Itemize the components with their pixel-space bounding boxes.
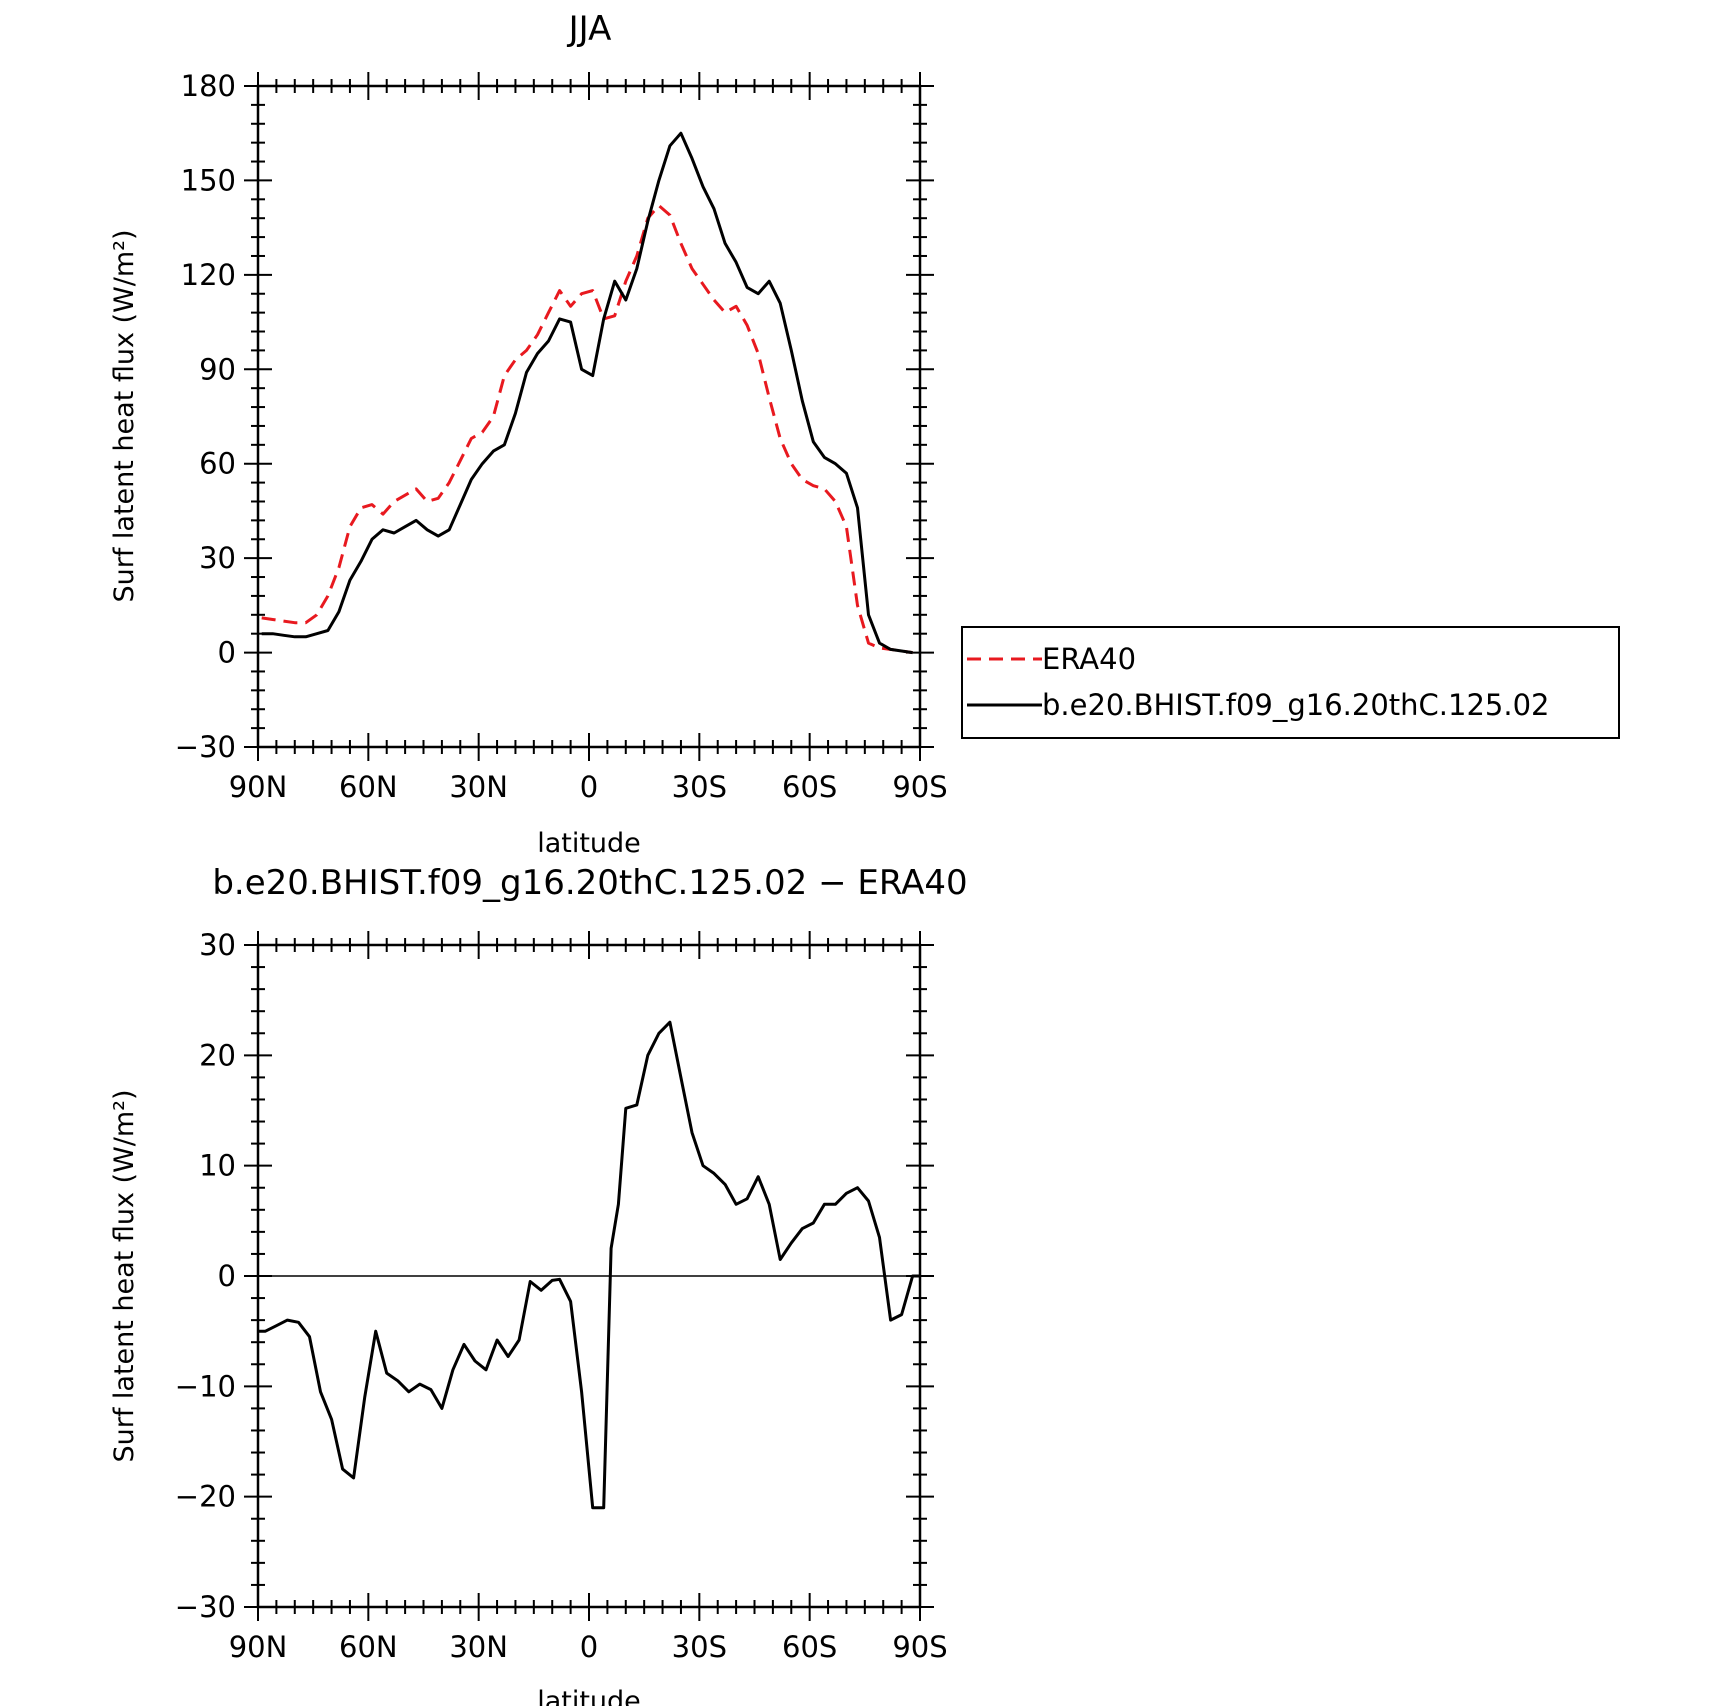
series-line-0-1 [261,131,913,655]
y-tick-label: 10 [199,1149,236,1183]
x-tick-label: 60N [339,770,398,804]
top-axis-ticks: −30 0 30 60 90 120 150 180 90N 60N 30N 0 30S 60S 90S [175,69,948,804]
top-plot-frame [256,84,922,749]
bottom-panel: b.e20.BHIST.f09_g16.20thC.125.02 − ERA40… [109,863,968,1706]
y-tick-label: −30 [175,1590,236,1624]
bottom-chart-title: b.e20.BHIST.f09_g16.20thC.125.02 − ERA40 [212,863,967,903]
x-tick-label: 0 [580,770,598,804]
series-line-0-0 [261,204,913,655]
legend: ERA40 b.e20.BHIST.f09_g16.20thC.125.02 [961,626,1620,739]
y-tick-label: 20 [199,1038,236,1072]
top-y-axis-label: Surf latent heat flux (W/m²) [109,229,140,602]
top-x-axis-label: latitude [537,828,641,859]
y-tick-label: 0 [218,636,236,670]
y-tick-label: −20 [175,1480,236,1514]
y-tick-label: 150 [181,163,236,197]
x-tick-label: 60S [782,770,837,804]
x-tick-label: 30S [672,1630,727,1664]
y-tick-label: 0 [218,1259,236,1293]
bottom-plot-frame [256,943,922,1609]
y-tick-label: 90 [199,352,236,386]
x-tick-label: 90N [229,1630,288,1664]
y-tick-label: 30 [199,541,236,575]
top-panel: JJA −30 0 30 60 90 120 150 180 90N 60N 30N 0 30S 60S 9… [109,9,1620,859]
y-tick-label: 120 [181,258,236,292]
x-tick-label: 90S [892,1630,947,1664]
x-tick-label: 0 [580,1630,598,1664]
x-tick-label: 30N [449,1630,508,1664]
x-tick-label: 90N [229,770,288,804]
top-series-lines [261,131,913,655]
x-tick-label: 90S [892,770,947,804]
y-tick-label: 180 [181,69,236,103]
bottom-y-axis-label: Surf latent heat flux (W/m²) [109,1089,140,1462]
x-tick-label: 60N [339,1630,398,1664]
legend-label-era40: ERA40 [1042,642,1136,676]
y-tick-label: 60 [199,447,236,481]
top-chart-title: JJA [567,9,612,49]
x-tick-label: 30S [672,770,727,804]
y-tick-label: −10 [175,1369,236,1403]
series-line-1-0 [258,1020,920,1510]
bottom-series-lines [258,1020,920,1510]
legend-box [961,626,1620,739]
x-tick-label: 30N [449,770,508,804]
bottom-x-axis-label: latitude [537,1686,641,1706]
bottom-axis-ticks: −30 −20 −10 0 10 20 30 90N 60N 30N 0 30S 60S 90S [175,928,948,1664]
y-tick-label: 30 [199,928,236,962]
x-tick-label: 60S [782,1630,837,1664]
y-tick-label: −30 [175,730,236,764]
legend-label-model: b.e20.BHIST.f09_g16.20thC.125.02 [1042,688,1549,722]
